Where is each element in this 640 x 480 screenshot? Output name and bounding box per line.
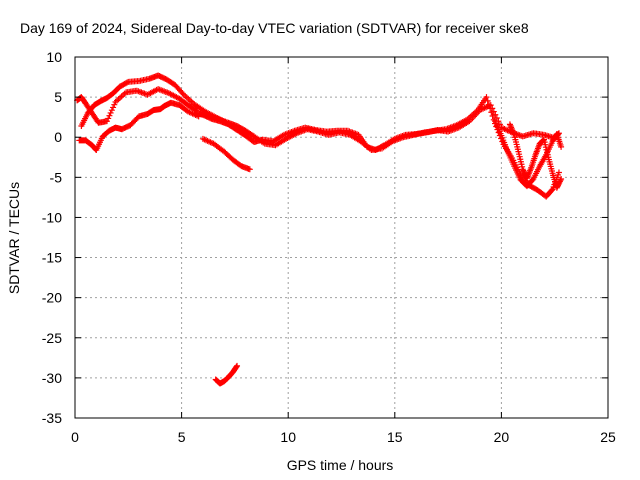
data-point xyxy=(490,116,497,123)
y-tick-label: -25 xyxy=(42,330,62,346)
data-point xyxy=(487,105,494,112)
y-tick-label: 5 xyxy=(54,89,62,105)
data-point xyxy=(484,97,491,104)
x-tick-label: 0 xyxy=(71,429,79,445)
data-point xyxy=(555,169,562,176)
series-track-8 xyxy=(506,121,565,191)
data-point xyxy=(233,363,240,370)
data-point xyxy=(106,112,113,119)
y-tick-label: -10 xyxy=(42,209,62,225)
data-point xyxy=(558,143,565,150)
series-track-9 xyxy=(212,362,241,387)
axis-ticks xyxy=(74,56,609,419)
data-point xyxy=(108,107,115,114)
data-point xyxy=(105,115,112,122)
chart-title: Day 169 of 2024, Sidereal Day-to-day VTE… xyxy=(20,20,529,36)
data-point xyxy=(493,114,500,121)
data-point xyxy=(548,187,555,194)
data-point xyxy=(110,104,117,111)
data-point xyxy=(485,101,492,108)
x-tick-label: 15 xyxy=(387,429,403,445)
data-point xyxy=(111,101,118,108)
y-tick-label: -15 xyxy=(42,250,62,266)
data-point xyxy=(103,118,110,125)
data-points xyxy=(74,72,565,387)
data-point xyxy=(492,111,499,118)
grid xyxy=(75,57,608,418)
data-point xyxy=(179,90,186,97)
data-point xyxy=(558,175,565,182)
x-tick-label: 5 xyxy=(178,429,186,445)
plot-frame xyxy=(74,56,609,419)
y-tick-label: 0 xyxy=(54,129,62,145)
y-tick-label: 10 xyxy=(46,49,62,65)
data-point xyxy=(557,177,564,184)
data-point xyxy=(483,94,490,101)
data-point xyxy=(124,79,131,86)
y-tick-label: -5 xyxy=(50,169,63,185)
plot-background xyxy=(75,57,608,418)
data-point xyxy=(489,113,496,120)
x-tick-label: 10 xyxy=(280,429,296,445)
x-tick-labels: 0 5 10 15 20 25 xyxy=(71,429,616,445)
series-track-6 xyxy=(199,135,253,173)
series-track-5 xyxy=(193,94,562,200)
series-track-3 xyxy=(76,99,202,154)
x-tick-label: 20 xyxy=(494,429,510,445)
series-track-1 xyxy=(74,86,200,126)
y-tick-labels: 10 5 0 -5 -10 -15 -20 -25 -30 -35 xyxy=(42,49,62,426)
y-tick-label: -20 xyxy=(42,290,62,306)
y-tick-label: -35 xyxy=(42,410,62,426)
data-point xyxy=(107,109,114,116)
data-point xyxy=(488,109,495,116)
y-tick-label: -30 xyxy=(42,370,62,386)
data-point xyxy=(246,166,253,173)
x-axis-label: GPS time / hours xyxy=(287,457,394,473)
y-axis-label: SDTVAR / TECUs xyxy=(6,182,22,294)
x-tick-label: 25 xyxy=(600,429,616,445)
data-point xyxy=(234,362,241,369)
